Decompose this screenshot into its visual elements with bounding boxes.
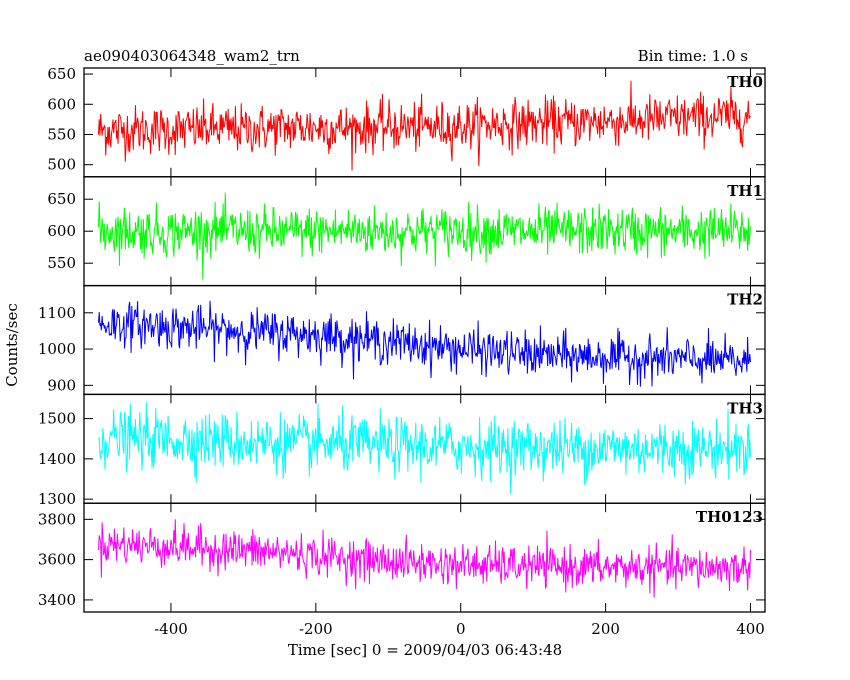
panel-th0: 500 550 600 650 TH0 (47, 65, 766, 178)
y-tick-label: 1000 (38, 340, 76, 358)
panel-frame (83, 284, 766, 396)
y-tick-label: 500 (47, 156, 76, 174)
series-line-th1 (97, 192, 752, 280)
y-axis-label: Counts/sec (3, 303, 21, 387)
series-line-th2 (97, 300, 752, 387)
panel-th2: 900 1000 1100 TH2 (38, 284, 766, 396)
x-tick-label: 400 (736, 620, 765, 638)
panel-frame (83, 502, 766, 613)
panel-label-th1: TH1 (727, 182, 763, 200)
x-tick-label: -200 (299, 620, 333, 638)
y-tick-label: 600 (47, 95, 76, 113)
panels-group: 500 550 600 650 TH0 550 600 650 TH1 900 1000 1100 TH… (38, 65, 766, 638)
x-axis-label: Time [sec] 0 = 2009/04/03 06:43:48 (288, 641, 562, 659)
y-tick-label: 3600 (38, 551, 76, 569)
bin-time-label: Bin time: 1.0 s (638, 47, 748, 65)
x-tick-label: -400 (154, 620, 188, 638)
panel-label-th2: TH2 (727, 291, 763, 309)
y-tick-label: 1500 (38, 410, 76, 428)
x-tick-label: 0 (456, 620, 466, 638)
y-tick-label: 550 (47, 254, 76, 272)
y-tick-label: 900 (47, 376, 76, 394)
panel-th3: 1300 1400 1500 TH3 (38, 393, 766, 508)
x-tick-label: 200 (591, 620, 620, 638)
panel-label-th0: TH0 (727, 73, 763, 91)
y-tick-label: 650 (47, 190, 76, 208)
y-tick-label: 1300 (38, 490, 76, 508)
panel-label-th3: TH3 (727, 399, 763, 417)
y-tick-label: 3800 (38, 510, 76, 528)
panel-th0123: 3400 3600 3800 TH0123 (38, 502, 766, 613)
y-tick-label: 3400 (38, 591, 76, 609)
series-line-th0123 (97, 519, 752, 598)
panel-label-th0123: TH0123 (696, 508, 763, 526)
series-line-th0 (97, 80, 751, 171)
series-line-th3 (98, 402, 752, 495)
chart-title: ae090403064348_wam2_trn (84, 47, 300, 65)
panel-th1: 550 600 650 TH1 (47, 176, 766, 287)
y-tick-label: 550 (47, 125, 76, 143)
y-tick-label: 1100 (38, 304, 76, 322)
y-tick-label: 1400 (38, 450, 76, 468)
y-tick-label: 600 (47, 222, 76, 240)
y-tick-label: 650 (47, 65, 76, 83)
